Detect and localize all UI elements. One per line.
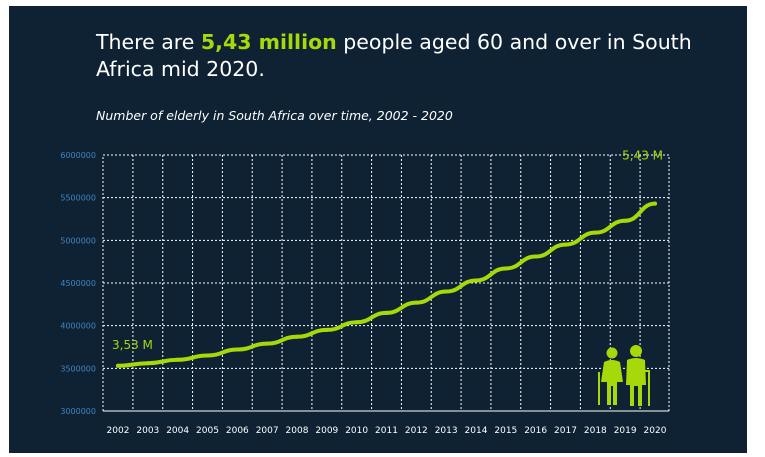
data-point <box>533 254 538 259</box>
x-tick-label: 2016 <box>524 426 547 436</box>
x-tick-label: 2008 <box>286 426 309 436</box>
x-tick-label: 2018 <box>584 426 607 436</box>
y-tick-label: 3000000 <box>60 407 96 416</box>
x-tick-label: 2020 <box>644 426 667 436</box>
data-point <box>503 266 508 271</box>
data-point <box>205 353 210 358</box>
headline-suffix: people aged 60 and over in South Africa … <box>96 30 692 81</box>
data-point <box>235 347 240 352</box>
chart-title: Number of elderly in South Africa over t… <box>96 108 453 123</box>
x-tick-label: 2010 <box>345 426 368 436</box>
data-point <box>414 300 419 305</box>
data-point <box>474 278 478 283</box>
chart-points <box>116 201 657 368</box>
y-axis-ticks: 3000000 3500000 4000000 4500000 5000000 55000… <box>60 151 96 416</box>
infographic-panel <box>9 6 747 453</box>
chart-series <box>116 201 657 368</box>
x-tick-label: 2006 <box>226 426 249 436</box>
x-tick-label: 2013 <box>435 426 458 436</box>
headline-highlight: 5,43 million <box>200 30 337 54</box>
data-point <box>653 201 657 206</box>
data-label: 5,43 M <box>622 149 663 163</box>
data-point <box>593 230 598 235</box>
y-tick-label: 5500000 <box>60 194 96 203</box>
x-tick-label: 2005 <box>196 426 219 436</box>
y-tick-label: 4500000 <box>60 279 96 288</box>
series-line <box>116 201 657 368</box>
x-tick-label: 2004 <box>166 426 189 436</box>
y-tick-label: 6000000 <box>60 151 96 160</box>
data-label: 3,53 M <box>112 338 153 352</box>
x-tick-label: 2003 <box>136 426 159 436</box>
x-tick-label: 2014 <box>465 426 488 436</box>
y-tick-label: 3500000 <box>60 364 96 373</box>
chart-grid <box>102 154 670 412</box>
x-axis-ticks: 2002 2003 2004 2005 2006 2007 2008 2009 2010 2011… <box>107 426 667 436</box>
data-point <box>384 310 389 315</box>
x-tick-label: 2011 <box>375 426 398 436</box>
data-labels: 3,53 M 5,43 M <box>112 149 663 352</box>
x-tick-label: 2002 <box>107 426 130 436</box>
y-tick-label: 5000000 <box>60 236 96 245</box>
headline-prefix: There are <box>96 30 201 54</box>
data-point <box>354 320 359 325</box>
x-tick-label: 2017 <box>554 426 577 436</box>
x-tick-label: 2015 <box>494 426 517 436</box>
data-point <box>295 334 299 339</box>
data-point <box>145 361 150 366</box>
elderly-couple-icon <box>598 345 650 406</box>
x-tick-label: 2007 <box>256 426 279 436</box>
data-point <box>563 242 568 247</box>
data-point <box>265 341 270 346</box>
data-point <box>444 289 449 294</box>
data-point <box>623 218 628 223</box>
data-point <box>324 327 329 332</box>
headline: There are 5,43 million people aged 60 an… <box>96 29 716 83</box>
data-point <box>116 363 120 368</box>
x-tick-label: 2019 <box>614 426 637 436</box>
data-point <box>175 357 180 362</box>
y-tick-label: 4000000 <box>60 322 96 331</box>
x-tick-label: 2009 <box>315 426 338 436</box>
x-tick-label: 2012 <box>405 426 428 436</box>
